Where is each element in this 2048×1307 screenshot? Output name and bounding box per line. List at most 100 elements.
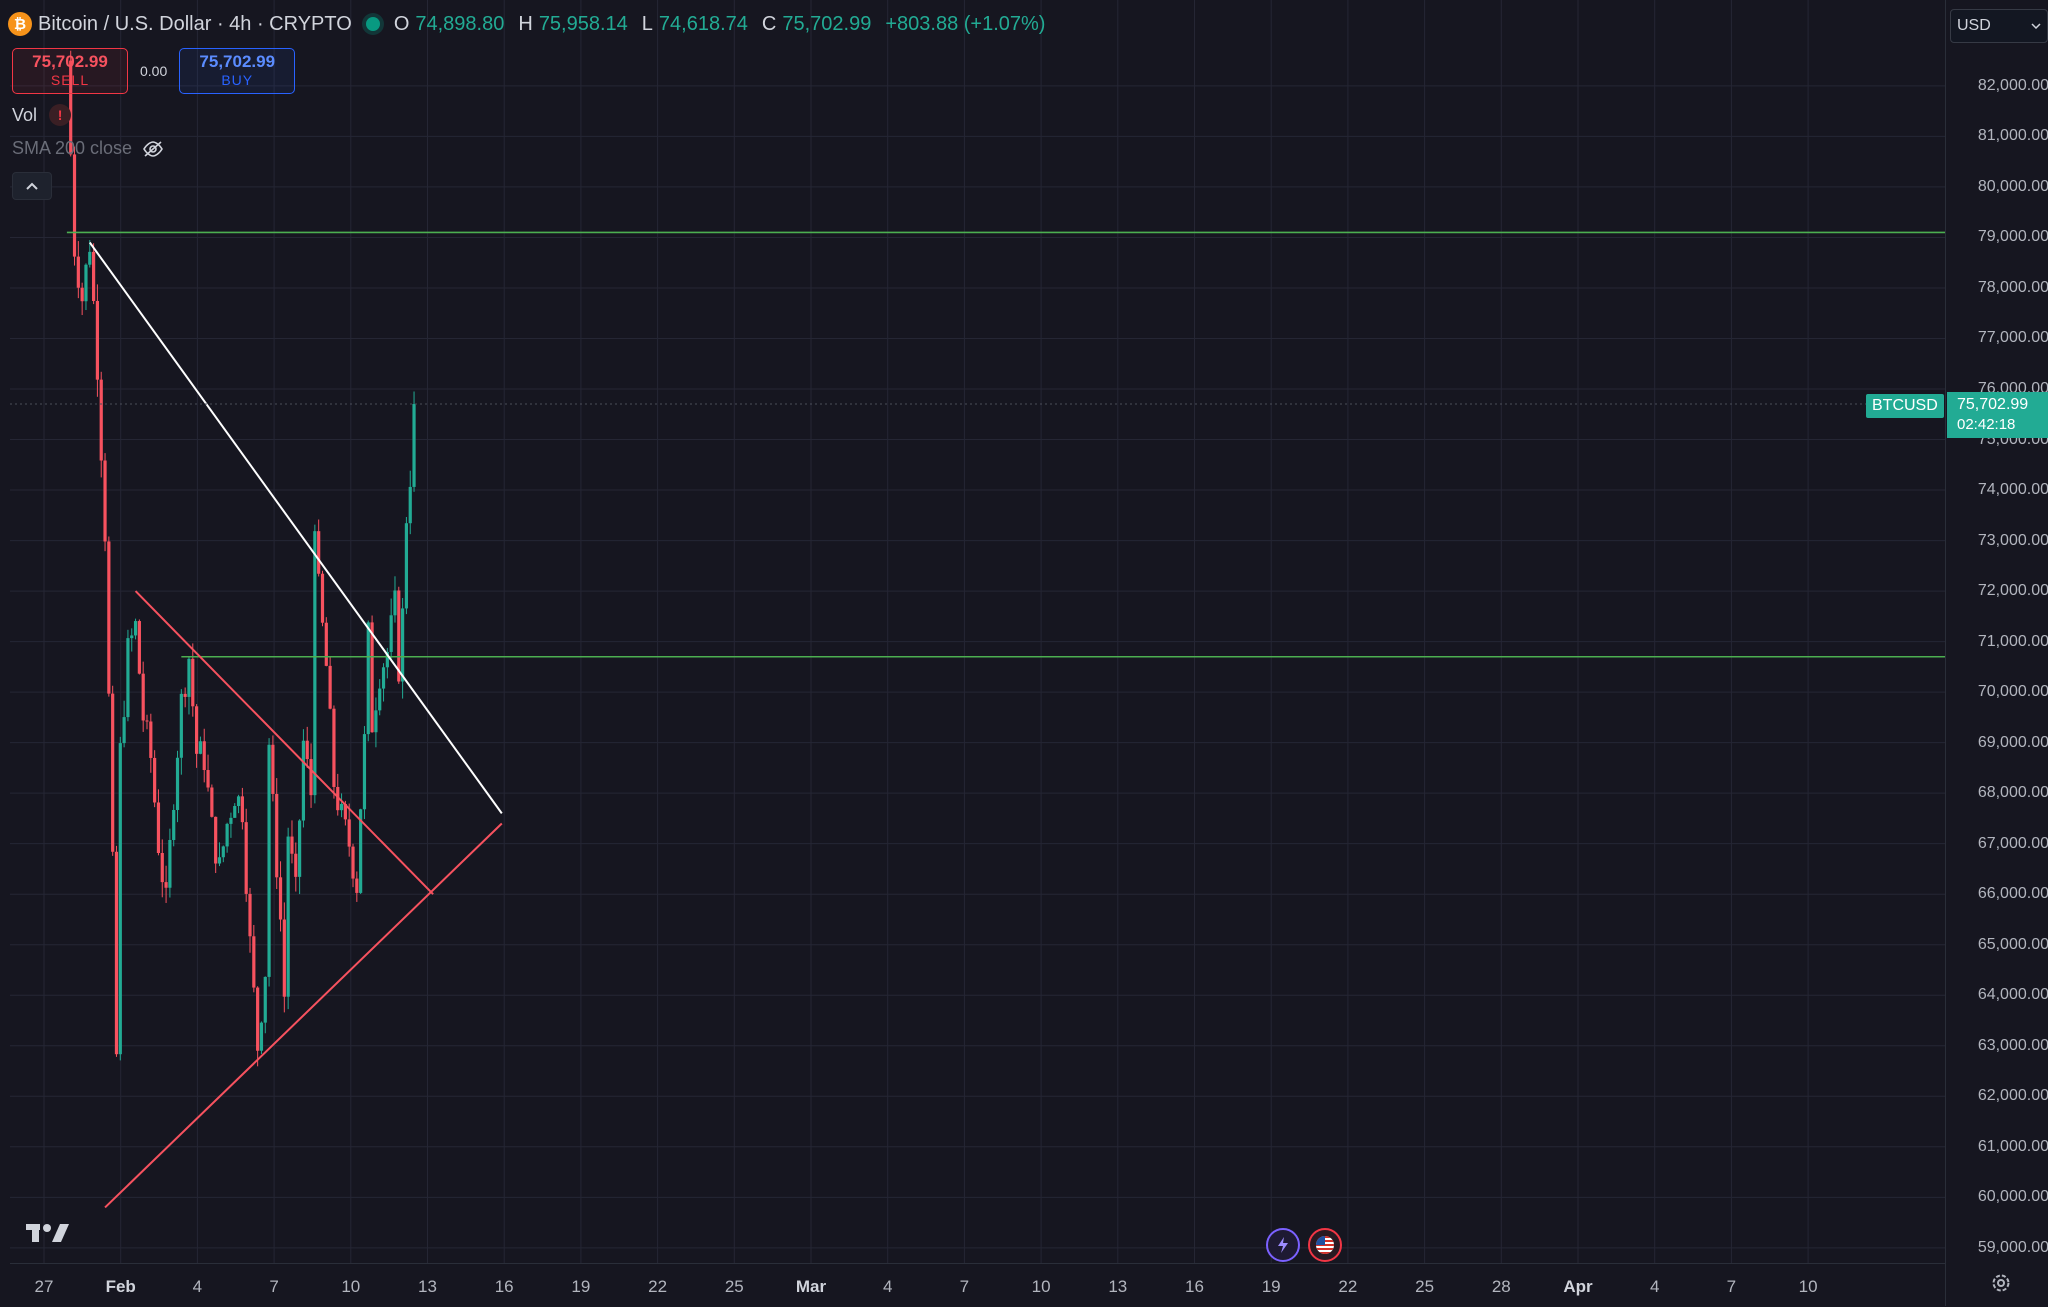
time-tick-label: 10 [1031,1277,1051,1296]
candle-body [198,741,203,754]
candle-body [111,693,115,852]
price-tick-label: 64,000.00 [1977,986,2048,1004]
candle-body [408,486,412,524]
candle-body [76,256,80,288]
lightning-event-icon[interactable] [1266,1228,1300,1262]
price-tick-label: 79,000.00 [1977,228,2048,246]
price-tick-label: 65,000.00 [1977,935,2048,953]
price-tick-label: 69,000.00 [1977,733,2048,751]
plot-area[interactable] [10,0,1945,1263]
candle-body [267,744,271,977]
spread-value: 0.00 [140,63,168,79]
candle-body [366,622,370,735]
time-tick-label: 25 [724,1277,744,1296]
price-tick-label: 80,000.00 [1977,177,2048,195]
candle-body [221,846,225,858]
triangle-lower-line [104,822,503,1209]
candle-body [343,804,347,820]
indicator-vol[interactable]: Vol ! [12,104,72,126]
candle-body [259,1022,264,1051]
candle-body [225,823,229,847]
candle-body [397,590,401,682]
price-tick-label: 72,000.00 [1977,582,2048,600]
candle-body [84,264,88,302]
candle-body [164,882,168,888]
time-axis[interactable]: 27 Feb 4 7 10 13 16 19 22 25 Mar 4 7 10 13 16 19 22 25 28 Ap… [10,1263,1945,1307]
candle-body [412,404,416,487]
candle-body [175,757,180,810]
price-tick-label: 63,000.00 [1977,1036,2048,1054]
warning-icon[interactable]: ! [49,104,72,126]
candle-body [156,802,161,853]
candle-body [404,523,409,609]
time-tick-label: 19 [571,1277,591,1296]
candle-body [172,809,176,840]
ohlc-close: 75,702.99 [782,12,872,35]
candle-body [91,251,96,301]
candle-body [95,300,100,380]
candle-body [168,839,172,888]
candle-body [217,857,222,864]
candle-body [80,287,84,302]
collapse-legend-button[interactable] [12,172,52,200]
time-tick-label: Apr [1563,1277,1593,1296]
price-tick-label: 59,000.00 [1977,1238,2048,1256]
ohlc-open: 74,898.80 [415,12,505,35]
time-tick-label: 13 [418,1277,437,1296]
gear-icon[interactable] [1990,1272,2012,1294]
candle-body [130,635,134,639]
candle-body [351,846,355,879]
buy-button[interactable]: 75,702.99 BUY [179,48,296,94]
candle-body [72,154,77,257]
time-tick-label: 28 [1491,1277,1511,1296]
triangle-upper-line [134,590,434,895]
candle-body [187,658,191,697]
candle-body [103,460,107,542]
candle-body [229,817,233,824]
ohlc-open-key: O [393,12,410,35]
candle-body [122,717,126,744]
sell-button[interactable]: 75,702.99 SELL [12,48,128,94]
symbol-title[interactable]: Bitcoin / U.S. Dollar · 4h · CRYPTO [38,12,352,35]
candle-body [210,787,214,817]
candle-body [336,786,340,811]
candlestick-plot[interactable] [10,0,1945,1263]
candle-body [160,852,164,883]
candle-body [133,621,138,636]
indicator-sma[interactable]: SMA 200 close [12,138,164,159]
candle-body [252,936,256,988]
price-tick-label: 81,000.00 [1977,127,2048,145]
chart-frame: 82,000.00 81,000.00 80,000.00 79,000.00 78,0… [10,0,2048,1306]
time-tick-label: 4 [882,1277,893,1296]
price-tick-label: 61,000.00 [1977,1137,2048,1155]
eye-hidden-icon[interactable] [142,140,164,158]
buy-label: BUY [221,72,254,88]
candle-body [256,987,260,1051]
time-tick-label: 16 [494,1277,514,1296]
candle-body [214,816,218,864]
price-axis[interactable]: 82,000.00 81,000.00 80,000.00 79,000.00 78,0… [1945,0,2048,1306]
tradingview-logo-icon[interactable] [26,1222,70,1244]
candle-body [149,721,153,758]
buy-price: 75,702.99 [199,52,276,71]
candles [69,50,416,1067]
candle-body [320,573,325,623]
candle-body [359,809,363,893]
bitcoin-logo-icon: ₿ [8,12,32,36]
sma-label: SMA 200 close [12,138,133,158]
last-price-box: 75,702.99 02:42:18 [1947,392,2048,438]
us-flag-event-icon[interactable] [1308,1228,1342,1262]
candle-body [324,622,328,666]
candle-body [126,638,130,718]
currency-select[interactable]: USD [1950,9,2048,43]
bar-countdown: 02:42:18 [1957,416,2016,433]
candle-body [99,379,103,461]
candle-body [282,919,286,997]
time-tick-label: 4 [1649,1277,1660,1296]
symbol-price-tag: BTCUSD [1866,394,1944,418]
time-tick-label: 16 [1185,1277,1204,1296]
candle-body [145,720,149,722]
currency-label: USD [1957,17,1991,34]
time-tick-label: 22 [648,1277,668,1296]
